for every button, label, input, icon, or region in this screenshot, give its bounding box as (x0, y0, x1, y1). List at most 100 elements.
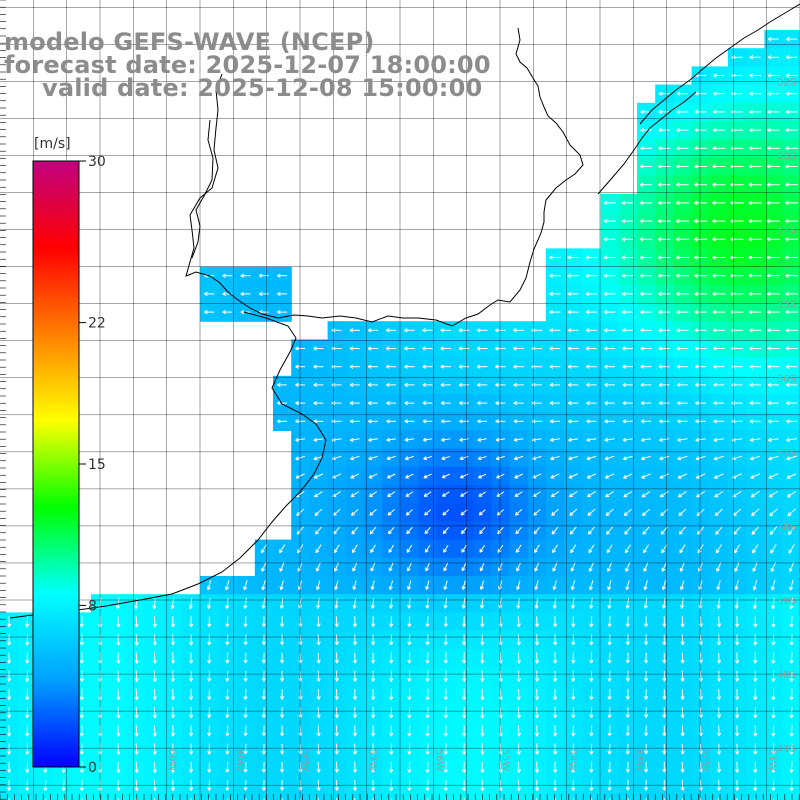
wind-arrow (494, 328, 506, 333)
wind-cell (36, 794, 56, 800)
wind-arrow (568, 419, 579, 424)
wind-arrow (370, 616, 376, 627)
wind-arrow (79, 706, 84, 719)
wind-arrow (116, 615, 121, 628)
wind-arrow (385, 328, 397, 333)
wind-arrow (152, 597, 157, 610)
wind-arrow (443, 688, 448, 701)
wind-arrow (769, 508, 778, 517)
wind-arrow (476, 364, 488, 369)
wind-arrow (334, 725, 339, 737)
wind-arrow (549, 255, 561, 260)
wind-arrow (788, 544, 795, 554)
wind-arrow (676, 291, 689, 297)
wind-arrow (407, 743, 412, 755)
wind-arrow (676, 382, 688, 388)
wind-arrow (749, 328, 762, 333)
wind-cell (236, 794, 256, 800)
wind-arrow (170, 725, 176, 737)
wind-arrow (352, 562, 358, 572)
wind-arrow (480, 706, 485, 719)
wind-arrow (712, 309, 725, 315)
wind-arrow (115, 597, 121, 610)
wind-arrow (367, 364, 379, 369)
wind-arrow (386, 346, 397, 351)
wind-arrow (713, 419, 725, 424)
wind-arrow (607, 580, 612, 591)
wind-arrow (423, 455, 433, 461)
wind-arrow (624, 544, 631, 554)
wind-arrow (496, 473, 505, 479)
wind-cell (254, 794, 274, 800)
wind-arrow (279, 689, 285, 700)
wind-arrow (680, 634, 685, 646)
wind-arrow (6, 707, 12, 719)
wind-arrow (785, 164, 798, 169)
wind-arrow (261, 616, 266, 627)
wind-arrow (712, 328, 725, 333)
wind-arrow (261, 689, 266, 700)
wind-arrow (315, 544, 322, 554)
wind-arrow (516, 706, 521, 719)
wind-arrow (313, 400, 324, 406)
wind-arrow (586, 382, 597, 388)
wind-arrow (603, 200, 616, 206)
wind-arrow (585, 328, 597, 333)
wind-arrow (352, 652, 358, 664)
wind-arrow (571, 725, 576, 737)
wind-arrow (643, 544, 650, 554)
wind-arrow (407, 706, 412, 719)
wind-arrow (622, 455, 633, 461)
wind-arrow (313, 364, 324, 369)
wind-arrow (25, 652, 30, 664)
wind-arrow (607, 689, 612, 700)
wind-arrow (407, 761, 412, 773)
wind-arrow (639, 237, 653, 242)
wind-arrow (694, 364, 707, 369)
wind-arrow (407, 670, 412, 682)
wind-arrow (405, 509, 413, 516)
latitude-label: 36S (777, 374, 796, 385)
wind-arrow (786, 400, 798, 406)
wind-arrow (588, 580, 594, 591)
colorbar: [m/s] 30 22 15 8 0 (32, 136, 106, 776)
wind-arrow (766, 218, 780, 224)
wind-arrow (643, 725, 649, 737)
wind-arrow (407, 688, 412, 701)
wind-arrow (771, 597, 776, 610)
wind-arrow (243, 652, 248, 664)
wind-arrow (712, 127, 725, 133)
wind-arrow (789, 579, 794, 591)
title-forecast-date: forecast date: 2025-12-07 18:00:00 (4, 51, 491, 79)
wind-arrow (675, 237, 689, 242)
wind-arrow (6, 670, 12, 682)
wind-arrow (625, 562, 631, 572)
wind-arrow (549, 328, 561, 333)
wind-arrow (25, 634, 30, 646)
wind-arrow (622, 437, 633, 442)
wind-arrow (516, 670, 521, 682)
wind-arrow (25, 615, 30, 628)
wind-arrow (694, 328, 707, 333)
wind-arrow (712, 273, 726, 278)
wind-arrow (352, 616, 358, 627)
wind-arrow (716, 688, 722, 700)
wind-arrow (316, 634, 321, 646)
wind-arrow (349, 400, 360, 406)
wind-arrow (352, 743, 358, 755)
wind-arrow (586, 400, 597, 406)
wind-arrow (441, 473, 450, 479)
wind-arrow (258, 291, 269, 297)
wind-arrow (785, 146, 798, 151)
wind-arrow (785, 200, 799, 206)
wind-arrow (662, 634, 667, 646)
wind-arrow (370, 634, 376, 646)
wind-arrow (79, 725, 84, 737)
wind-arrow (442, 491, 450, 497)
wind-arrow (207, 725, 212, 737)
wind-arrow (625, 670, 630, 682)
wind-arrow (766, 182, 780, 187)
wind-arrow (603, 291, 616, 297)
wind-arrow (767, 55, 779, 60)
